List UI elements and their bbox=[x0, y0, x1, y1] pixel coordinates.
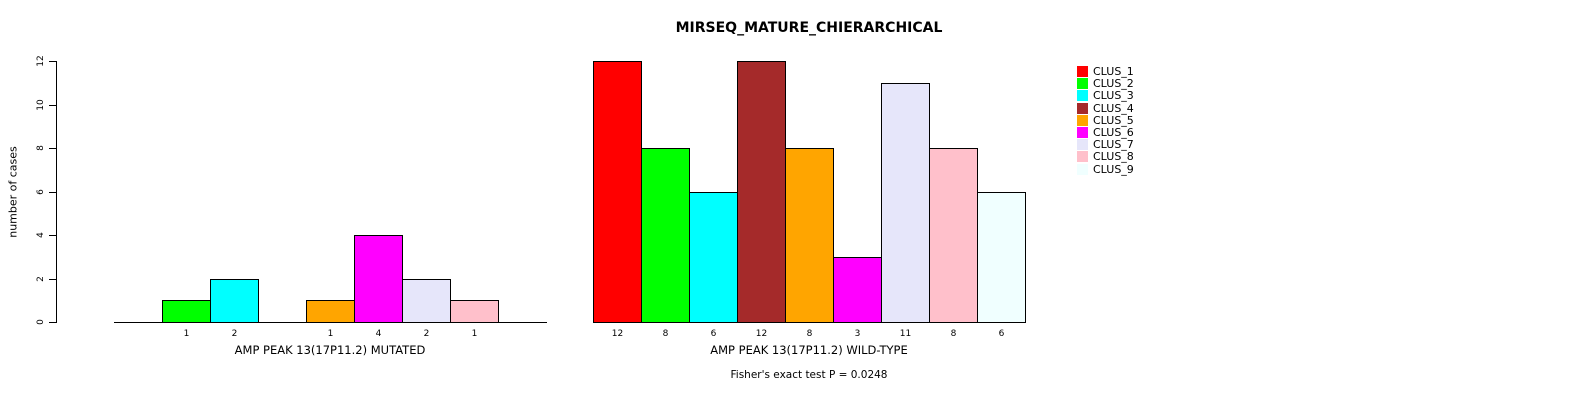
bar-clus_5-wildtype bbox=[785, 148, 834, 323]
y-axis-tick bbox=[49, 235, 56, 236]
bar-clus_5-mutated bbox=[306, 300, 355, 323]
bar-clus_7-wildtype bbox=[881, 83, 930, 323]
legend-entry-clus_2: CLUS_2 bbox=[1077, 77, 1134, 91]
y-axis-tick-label: 4 bbox=[36, 232, 46, 238]
bar-value-label: 6 bbox=[710, 329, 717, 339]
y-axis-line bbox=[56, 61, 57, 323]
bar-value-label: 2 bbox=[423, 329, 430, 339]
legend-entry-clus_6: CLUS_6 bbox=[1077, 125, 1134, 139]
legend-swatch-clus_3 bbox=[1077, 90, 1088, 102]
legend-label: CLUS_4 bbox=[1093, 101, 1134, 115]
y-axis-label: number of cases bbox=[6, 146, 20, 238]
bar-value-label: 1 bbox=[471, 329, 478, 339]
legend-swatch-clus_7 bbox=[1077, 139, 1088, 151]
legend-entry-clus_7: CLUS_7 bbox=[1077, 138, 1134, 152]
bar-value-label: 8 bbox=[806, 329, 813, 339]
bar-value-label: 4 bbox=[375, 329, 382, 339]
bar-value-label: 6 bbox=[998, 329, 1005, 339]
y-axis-tick-label: 10 bbox=[36, 99, 46, 111]
y-axis-tick bbox=[49, 61, 56, 62]
bar-value-label: 1 bbox=[183, 329, 190, 339]
y-axis-tick bbox=[49, 322, 56, 323]
legend-label: CLUS_2 bbox=[1093, 77, 1134, 91]
bar-clus_7-mutated bbox=[402, 279, 451, 323]
y-axis-tick bbox=[49, 148, 56, 149]
legend-entry-clus_1: CLUS_1 bbox=[1077, 66, 1134, 77]
y-axis-tick-label: 0 bbox=[36, 319, 46, 325]
y-axis-tick-label: 8 bbox=[36, 145, 46, 151]
bar-value-label: 1 bbox=[327, 329, 334, 339]
bar-value-label: 11 bbox=[899, 329, 912, 339]
legend-swatch-clus_4 bbox=[1077, 102, 1088, 114]
legend-label: CLUS_7 bbox=[1093, 138, 1134, 152]
bar-clus_8-mutated bbox=[450, 300, 499, 323]
legend-swatch-clus_2 bbox=[1077, 78, 1088, 90]
bar-value-label: 8 bbox=[950, 329, 957, 339]
legend-entry-clus_9: CLUS_9 bbox=[1077, 162, 1134, 176]
bar-clus_9-wildtype bbox=[977, 192, 1026, 323]
bar-value-label: 8 bbox=[662, 329, 669, 339]
y-axis-tick-label: 12 bbox=[36, 55, 46, 67]
y-axis-tick bbox=[49, 279, 56, 280]
bar-clus_4-wildtype bbox=[737, 61, 786, 323]
legend-label: CLUS_9 bbox=[1093, 162, 1134, 176]
legend-swatch-clus_9 bbox=[1077, 163, 1088, 175]
legend-entry-clus_3: CLUS_3 bbox=[1077, 89, 1134, 103]
bar-clus_3-wildtype bbox=[689, 192, 738, 323]
legend-swatch-clus_1 bbox=[1077, 66, 1088, 77]
legend-entry-clus_8: CLUS_8 bbox=[1077, 150, 1134, 164]
bar-clus_8-wildtype bbox=[929, 148, 978, 323]
legend: CLUS_1 CLUS_2 CLUS_3 CLUS_4 CLUS_5 CLUS_6 CLUS… bbox=[1077, 66, 1134, 176]
legend-label: CLUS_5 bbox=[1093, 113, 1134, 127]
legend-swatch-clus_8 bbox=[1077, 151, 1088, 163]
y-axis-tick bbox=[49, 192, 56, 193]
legend-label: CLUS_6 bbox=[1093, 125, 1134, 139]
bar-value-label: 12 bbox=[755, 329, 768, 339]
legend-label: CLUS_1 bbox=[1093, 65, 1134, 78]
fisher-test-annotation: Fisher's exact test P = 0.0248 bbox=[730, 369, 888, 381]
legend-entry-clus_4: CLUS_4 bbox=[1077, 101, 1134, 115]
bar-clus_1-wildtype bbox=[593, 61, 642, 323]
x-axis-label-mutated: AMP PEAK 13(17P11.2) MUTATED bbox=[234, 343, 426, 357]
chart-title: MIRSEQ_MATURE_CHIERARCHICAL bbox=[675, 20, 943, 36]
legend-label: CLUS_3 bbox=[1093, 89, 1134, 103]
bar-value-label: 12 bbox=[611, 329, 624, 339]
legend-label: CLUS_8 bbox=[1093, 150, 1134, 164]
bar-clus_3-mutated bbox=[210, 279, 259, 323]
bar-clus_6-mutated bbox=[354, 235, 403, 323]
legend-entry-clus_5: CLUS_5 bbox=[1077, 113, 1134, 127]
legend-swatch-clus_5 bbox=[1077, 114, 1088, 126]
legend-swatch-clus_6 bbox=[1077, 126, 1088, 138]
y-axis-tick-label: 6 bbox=[36, 189, 46, 195]
bar-clus_2-mutated bbox=[162, 300, 211, 323]
x-axis-label-wildtype: AMP PEAK 13(17P11.2) WILD-TYPE bbox=[710, 343, 908, 357]
bar-value-label: 2 bbox=[231, 329, 238, 339]
bar-value-label: 3 bbox=[854, 329, 861, 339]
bar-clus_6-wildtype bbox=[833, 257, 882, 323]
bar-clus_2-wildtype bbox=[641, 148, 690, 323]
y-axis-tick bbox=[49, 105, 56, 106]
y-axis-tick-label: 2 bbox=[36, 276, 46, 282]
